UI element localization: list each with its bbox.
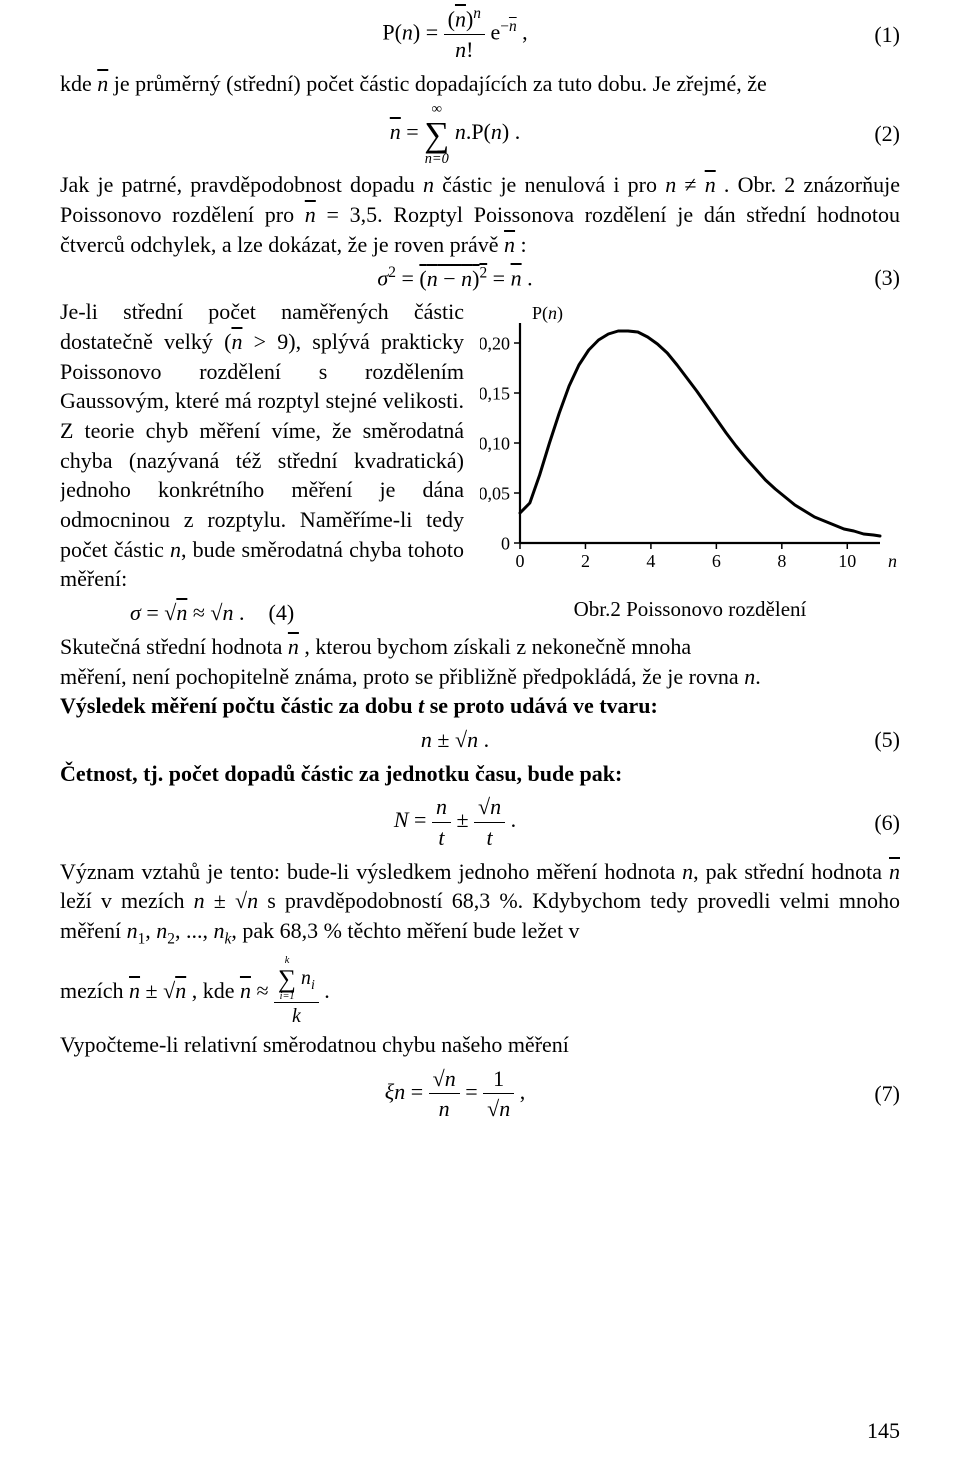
equation-2: n = ∞∑n=0 n.P(n) . (2): [60, 102, 900, 166]
equation-5: n ± √n . (5): [60, 725, 900, 755]
equation-6-body: N = nt ± √nt .: [60, 792, 850, 852]
equation-3: σ2 = (n − n)2 = n . (3): [60, 263, 900, 293]
paragraph-4b: mezích n ± √n , kde n ≈ k∑i=1 nik .: [60, 956, 900, 1030]
equation-7: ξn = √nn = 1√n , (7): [60, 1064, 900, 1124]
equation-2-body: n = ∞∑n=0 n.P(n) .: [60, 102, 850, 166]
equation-4-body: σ = √n ≈ √n .: [130, 598, 245, 628]
figure-caption: Obr.2 Poissonovo rozdělení: [480, 595, 900, 623]
equation-6-number: (6): [850, 808, 900, 838]
equation-1-number: (1): [850, 20, 900, 50]
equation-2-number: (2): [850, 119, 900, 149]
svg-text:0,15: 0,15: [480, 384, 510, 404]
poisson-chart: 0 2 4 6 8 10 0 0,05 0,10 0,15 0,20 P(n) n: [480, 303, 900, 583]
equation-5-body: n ± √n .: [60, 725, 850, 755]
svg-text:4: 4: [646, 551, 655, 571]
paragraph-2: Jak je patrné, pravděpodobnost dopadu n …: [60, 170, 900, 259]
svg-text:n: n: [888, 551, 897, 571]
page-number: 145: [867, 1416, 900, 1446]
equation-7-number: (7): [850, 1079, 900, 1109]
svg-text:2: 2: [581, 551, 590, 571]
equation-3-number: (3): [850, 263, 900, 293]
paragraph-4: Význam vztahů je tento: bude-li výsledke…: [60, 857, 900, 951]
equation-1-body: P(n) = (n)nn! e−n ,: [60, 4, 850, 65]
svg-text:0: 0: [501, 534, 510, 554]
svg-text:0,10: 0,10: [480, 434, 510, 454]
svg-text:0,05: 0,05: [480, 484, 510, 504]
bold-line-1: Výsledek měření počtu částic za dobu t s…: [60, 691, 900, 721]
equation-1: P(n) = (n)nn! e−n , (1): [60, 4, 900, 65]
equation-6: N = nt ± √nt . (6): [60, 792, 900, 852]
svg-text:10: 10: [838, 551, 856, 571]
equation-4-number: (4): [269, 598, 295, 628]
svg-text:P(n): P(n): [532, 303, 563, 324]
figure-poisson: 0 2 4 6 8 10 0 0,05 0,10 0,15 0,20 P(n) n Obr.2 Pois…: [480, 303, 900, 623]
svg-text:0,20: 0,20: [480, 334, 510, 354]
svg-text:0: 0: [516, 551, 525, 571]
paragraph-5: Vypočteme-li relativní směrodatnou chybu…: [60, 1030, 900, 1060]
equation-3-body: σ2 = (n − n)2 = n .: [60, 263, 850, 293]
svg-text:8: 8: [777, 551, 786, 571]
equation-5-number: (5): [850, 725, 900, 755]
paragraph-3b: Skutečná střední hodnota n , kterou bych…: [60, 632, 900, 662]
paragraph-3c: měření, není pochopitelně známa, proto s…: [60, 662, 900, 692]
paragraph-1: kde n je průměrný (střední) počet částic…: [60, 69, 900, 99]
svg-text:6: 6: [712, 551, 721, 571]
equation-4: σ = √n ≈ √n . (4): [130, 598, 464, 628]
bold-line-2: Četnost, tj. počet dopadů částic za jedn…: [60, 759, 900, 789]
equation-7-body: ξn = √nn = 1√n ,: [60, 1064, 850, 1124]
